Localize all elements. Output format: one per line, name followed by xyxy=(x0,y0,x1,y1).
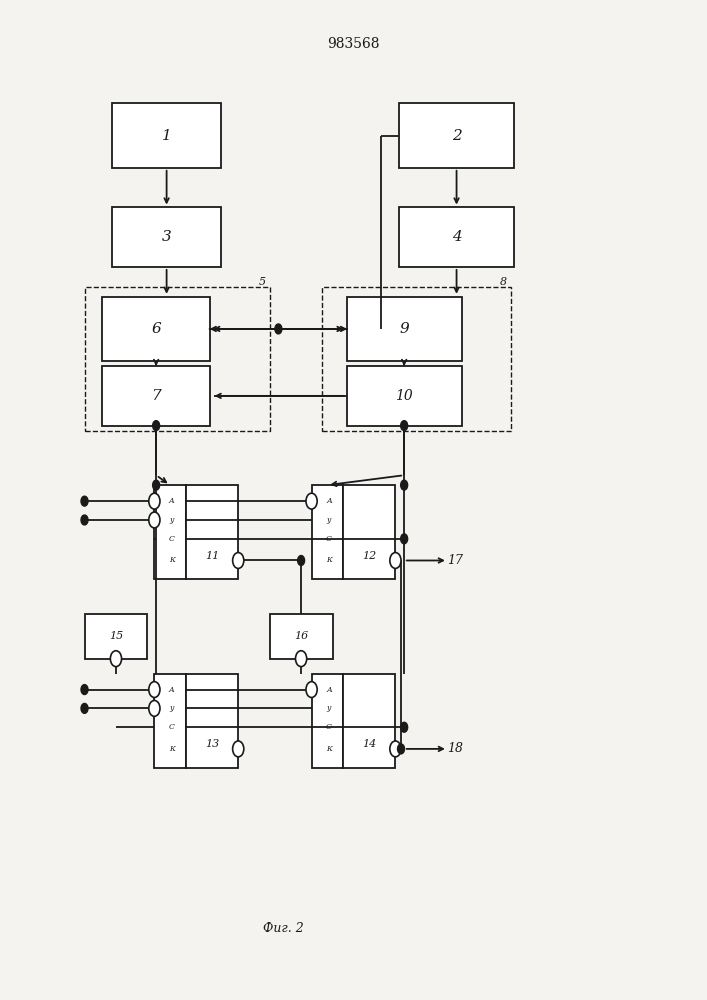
Circle shape xyxy=(401,722,408,732)
Bar xyxy=(322,287,510,431)
Text: 18: 18 xyxy=(447,742,463,755)
Bar xyxy=(312,485,343,579)
Text: К: К xyxy=(326,556,332,564)
Text: 5: 5 xyxy=(259,277,267,287)
Circle shape xyxy=(81,685,88,695)
Circle shape xyxy=(148,682,160,697)
Text: А: А xyxy=(169,497,175,505)
Bar xyxy=(186,674,238,768)
Bar xyxy=(346,297,462,361)
Text: 14: 14 xyxy=(362,739,376,749)
Circle shape xyxy=(148,512,160,528)
Circle shape xyxy=(81,496,88,506)
Text: 4: 4 xyxy=(452,230,462,244)
Text: 12: 12 xyxy=(362,551,376,561)
Bar xyxy=(85,614,147,659)
Circle shape xyxy=(275,324,282,334)
Text: у: у xyxy=(170,704,174,712)
Bar xyxy=(312,674,343,768)
Text: 11: 11 xyxy=(205,551,219,561)
Text: К: К xyxy=(169,745,175,753)
Text: К: К xyxy=(326,745,332,753)
Circle shape xyxy=(81,703,88,713)
Text: С: С xyxy=(169,535,175,543)
Bar xyxy=(85,287,269,431)
Text: К: К xyxy=(169,556,175,564)
Bar xyxy=(186,485,238,579)
Text: 9: 9 xyxy=(399,322,409,336)
Text: А: А xyxy=(169,686,175,694)
Bar xyxy=(346,366,462,426)
Text: 13: 13 xyxy=(205,739,219,749)
Bar xyxy=(154,485,186,579)
Circle shape xyxy=(306,493,317,509)
Circle shape xyxy=(401,421,408,431)
Text: 7: 7 xyxy=(151,389,161,403)
Circle shape xyxy=(153,480,160,490)
Text: С: С xyxy=(326,535,332,543)
Text: у: у xyxy=(327,704,331,712)
Circle shape xyxy=(397,744,404,754)
Circle shape xyxy=(110,651,122,667)
Circle shape xyxy=(298,556,305,565)
Text: 6: 6 xyxy=(151,322,161,336)
Bar xyxy=(154,674,186,768)
Circle shape xyxy=(148,700,160,716)
Bar xyxy=(269,614,332,659)
Text: Фиг. 2: Фиг. 2 xyxy=(263,922,304,935)
Bar xyxy=(112,103,221,168)
Text: у: у xyxy=(170,516,174,524)
Bar xyxy=(102,297,210,361)
Text: 983568: 983568 xyxy=(327,37,380,51)
Circle shape xyxy=(296,651,307,667)
Bar xyxy=(112,207,221,267)
Circle shape xyxy=(390,553,401,568)
Text: С: С xyxy=(169,723,175,731)
Bar xyxy=(102,366,210,426)
Text: А: А xyxy=(326,686,332,694)
Text: у: у xyxy=(327,516,331,524)
Text: 1: 1 xyxy=(162,129,172,143)
Text: 16: 16 xyxy=(294,631,308,641)
Text: А: А xyxy=(326,497,332,505)
Bar xyxy=(399,103,514,168)
Text: С: С xyxy=(326,723,332,731)
Text: 8: 8 xyxy=(500,277,508,287)
Circle shape xyxy=(81,515,88,525)
Text: 3: 3 xyxy=(162,230,172,244)
Text: 17: 17 xyxy=(447,554,463,567)
Circle shape xyxy=(233,553,244,568)
Bar xyxy=(399,207,514,267)
Circle shape xyxy=(148,493,160,509)
Circle shape xyxy=(390,741,401,757)
Text: 10: 10 xyxy=(395,389,413,403)
Text: 2: 2 xyxy=(452,129,462,143)
Circle shape xyxy=(306,682,317,697)
Circle shape xyxy=(153,421,160,431)
Circle shape xyxy=(233,741,244,757)
Circle shape xyxy=(401,534,408,544)
Bar xyxy=(343,674,395,768)
Text: 15: 15 xyxy=(109,631,123,641)
Bar xyxy=(343,485,395,579)
Circle shape xyxy=(401,480,408,490)
